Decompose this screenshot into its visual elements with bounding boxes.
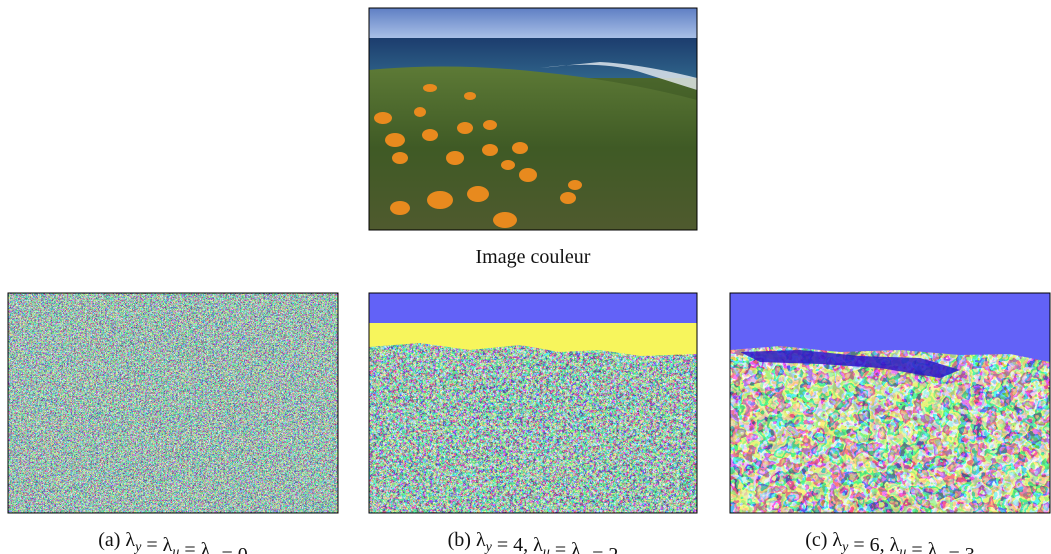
caption: (c) λy = 6, λu = λv = 3 [805,529,975,554]
caption-text: = λ [906,539,937,554]
subscript: u [543,545,550,554]
subscript: u [172,545,179,554]
caption: (b) λy = 4, λu = λv = 2 [448,529,619,554]
caption-text: (a) λ [98,529,135,551]
caption-text: = 6, λ [848,534,899,554]
caption: Image couleur [476,246,591,268]
caption-text: = λ [550,539,581,554]
segmentation-a [8,293,338,513]
caption-text: = 0 [217,544,248,554]
segmentation-c [730,293,1050,513]
color-image [369,8,697,230]
caption-text: = 3 [944,544,975,554]
caption-text: Image couleur [476,246,591,268]
caption-text: = λ [179,539,210,554]
caption-text: (b) λ [448,529,486,551]
subscript: u [899,545,906,554]
segmentation-b [369,293,697,513]
caption-text: (c) λ [805,529,842,551]
caption-text: = λ [141,534,172,554]
caption-text: = 4, λ [492,534,543,554]
caption: (a) λy = λu = λv = 0 [98,529,248,554]
caption-text: = 2 [587,544,618,554]
figure: Image couleur (a) λy = λu = λv = 0 (b) λ… [0,0,1051,554]
